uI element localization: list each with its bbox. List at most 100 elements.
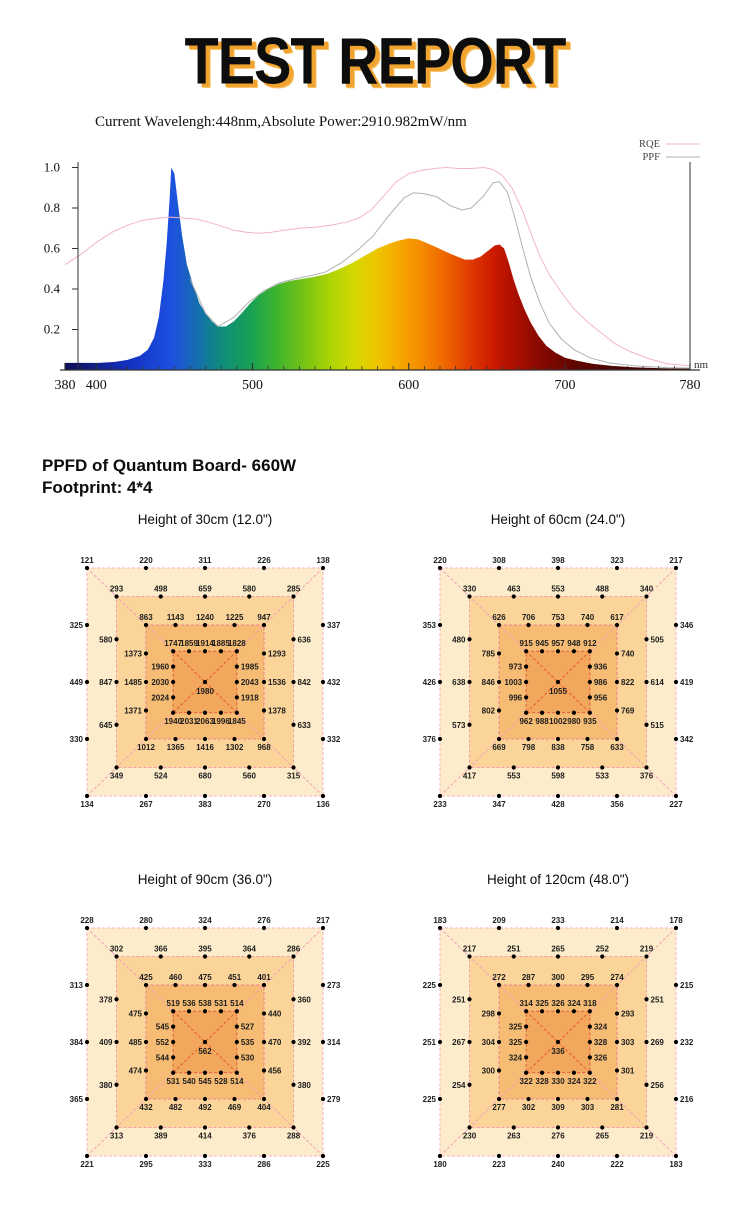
ppfd-value: 219 [640, 1132, 654, 1141]
ppfd-value: 228 [80, 916, 94, 925]
ppfd-value: 758 [581, 743, 595, 752]
ppfd-value: 945 [535, 639, 549, 648]
svg-text:0.2: 0.2 [44, 322, 60, 337]
ppfd-value: 1980 [196, 687, 214, 696]
page-title-text: TEST REPORT [184, 23, 566, 98]
ppfd-value: 617 [610, 613, 624, 622]
ppfd-value: 383 [198, 800, 212, 809]
ppfd-value: 915 [519, 639, 533, 648]
ppfd-value: 475 [198, 973, 212, 982]
ppfd-value: 514 [230, 999, 244, 1008]
ppfd-value: 324 [509, 1053, 523, 1062]
ppfd-value: 562 [198, 1047, 212, 1056]
ppfd-value: 417 [463, 772, 477, 781]
spectrum-subtitle: Current Wavelengh:448nm,Absolute Power:2… [95, 114, 467, 130]
ppfd-value: 659 [198, 585, 212, 594]
ppfd-value: 333 [198, 1160, 212, 1169]
ppfd-chart-title-60cm: Height of 60cm (24.0") [490, 512, 626, 527]
ppfd-value: 364 [243, 945, 257, 954]
ppfd-value: 401 [257, 973, 271, 982]
ppfd-value: 475 [129, 1010, 143, 1019]
ppfd-value: 178 [669, 916, 683, 925]
svg-text:600: 600 [398, 378, 419, 393]
ppfd-value: 330 [70, 735, 84, 744]
ppfd-chart-60cm: Height of 60cm (24.0") 220 308 398 323 217 23… [398, 512, 718, 837]
ppfd-value: 293 [110, 585, 124, 594]
ppfd-value: 380 [99, 1081, 113, 1090]
ppfd-value: 485 [129, 1038, 143, 1047]
ppfd-value: 1885 [212, 639, 230, 648]
ppfd-value: 326 [594, 1053, 608, 1062]
ppfd-value: 365 [70, 1095, 84, 1104]
ppfd-value: 519 [166, 999, 180, 1008]
ppfd-value: 304 [482, 1038, 496, 1047]
ppfd-value: 347 [492, 800, 506, 809]
ppfd-value: 216 [680, 1095, 694, 1104]
ppfd-value: 540 [182, 1077, 196, 1086]
ppfd-value: 314 [519, 999, 533, 1008]
ppfd-value: 1240 [196, 613, 214, 622]
ppfd-value: 996 [509, 693, 523, 702]
ppfd-value: 295 [139, 1160, 153, 1169]
ppfd-value: 340 [640, 585, 654, 594]
ppfd-value: 1985 [241, 663, 259, 672]
ppfd-value: 325 [70, 621, 84, 630]
ppfd-value: 303 [581, 1103, 595, 1112]
ppfd-value: 251 [452, 995, 466, 1004]
ppfd-value: 281 [610, 1103, 624, 1112]
ppfd-value: 323 [610, 556, 624, 565]
ppfd-value: 948 [567, 639, 581, 648]
svg-text:1.0: 1.0 [44, 160, 60, 175]
ppfd-value: 956 [594, 693, 608, 702]
ppfd-value: 531 [166, 1077, 180, 1086]
ppfd-value: 366 [154, 945, 168, 954]
ppfd-value: 1225 [226, 613, 244, 622]
ppfd-value: 425 [139, 973, 153, 982]
ppfd-value: 1373 [124, 650, 142, 659]
ppfd-value: 404 [257, 1103, 271, 1112]
ppfd-value: 314 [327, 1038, 341, 1047]
ppfd-value: 432 [139, 1103, 153, 1112]
ppfd-value: 136 [316, 800, 330, 809]
ppfd-value: 863 [139, 613, 153, 622]
ppfd-value: 342 [680, 735, 694, 744]
ppfd-map-30cm: 121 220 311 226 138 134 267 383 270 136 325 449 330 3… [70, 556, 341, 809]
ppfd-value: 324 [567, 1077, 581, 1086]
ppfd-value: 2030 [151, 678, 169, 687]
ppfd-value: 240 [551, 1160, 565, 1169]
ppfd-value: 428 [551, 800, 565, 809]
ppfd-value: 1293 [268, 650, 286, 659]
ppfd-value: 545 [198, 1077, 212, 1086]
ppfd-value: 463 [507, 585, 521, 594]
ppfd-value: 514 [230, 1077, 244, 1086]
ppfd-value: 973 [509, 663, 523, 672]
ppfd-value: 302 [522, 1103, 536, 1112]
ppfd-value: 1143 [167, 613, 185, 622]
ppfd-value: 580 [243, 585, 257, 594]
ppfd-value: 276 [257, 916, 271, 925]
ppfd-value: 277 [492, 1103, 506, 1112]
ppfd-value: 225 [316, 1160, 330, 1169]
ppfd-value: 215 [680, 981, 694, 990]
ppfd-value: 957 [551, 639, 565, 648]
ppfd-value: 276 [551, 1132, 565, 1141]
ppfd-value: 1960 [151, 663, 169, 672]
ppfd-value: 263 [507, 1132, 521, 1141]
ppfd-value: 280 [139, 916, 153, 925]
ppfd-value: 376 [423, 735, 437, 744]
svg-text:400: 400 [86, 378, 107, 393]
ppfd-value: 1996 [212, 717, 230, 726]
ppfd-value: 286 [287, 945, 301, 954]
ppfd-value: 300 [551, 973, 565, 982]
ppfd-value: 330 [551, 1077, 565, 1086]
ppfd-chart-120cm: Height of 120cm (48.0") 183 209 233 214 178 1… [398, 872, 718, 1197]
ppfd-value: 217 [463, 945, 477, 954]
ppfd-value: 538 [198, 999, 212, 1008]
ppfd-value: 254 [452, 1081, 466, 1090]
ppfd-value: 251 [423, 1038, 437, 1047]
ppfd-value: 1747 [164, 639, 182, 648]
ppfd-value: 2043 [241, 678, 259, 687]
ppfd-chart-90cm: Height of 90cm (36.0") 228 280 324 276 217 22… [45, 872, 365, 1197]
ppfd-value: 515 [651, 721, 665, 730]
ppfd-value: 1002 [549, 717, 567, 726]
